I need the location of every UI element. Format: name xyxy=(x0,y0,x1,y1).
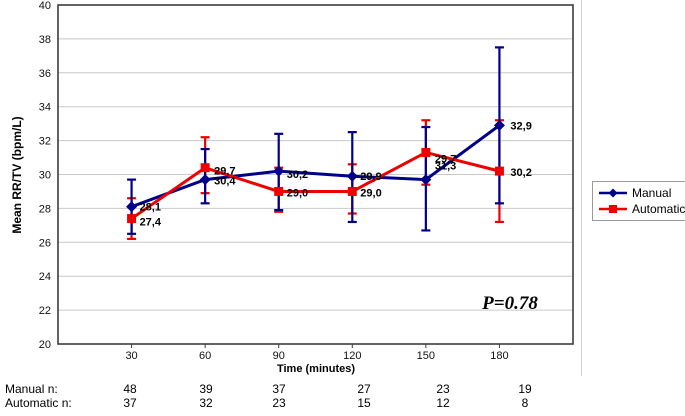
n-value: 37 xyxy=(272,382,286,396)
n-value: 12 xyxy=(436,396,450,410)
data-label: 31,3 xyxy=(435,160,456,172)
x-tick-label: 180 xyxy=(490,350,508,362)
manual-marker-diamond xyxy=(346,170,358,182)
n-value: 19 xyxy=(518,382,532,396)
x-tick-label: 30 xyxy=(125,350,137,362)
automatic-marker-square xyxy=(347,186,357,196)
manual-series-glyph-icon xyxy=(599,188,627,198)
legend-label-manual: Manual xyxy=(632,186,672,200)
automatic-n-row-label: Automatic n: xyxy=(5,396,72,410)
legend: Manual Automatic xyxy=(592,181,685,221)
manual-marker-diamond xyxy=(493,119,505,131)
data-label: 28,1 xyxy=(140,202,161,214)
legend-item-manual: Manual xyxy=(598,185,685,201)
y-tick-label: 40 xyxy=(39,0,51,12)
data-label: 29,0 xyxy=(287,187,308,199)
automatic-n-row: Automatic n: 37 32 23 15 12 8 xyxy=(0,396,685,410)
manual-series-line xyxy=(131,124,501,209)
data-label: 29,0 xyxy=(360,187,381,199)
n-value: 23 xyxy=(272,396,286,410)
n-value: 39 xyxy=(199,382,213,396)
manual-marker-diamond xyxy=(273,165,285,177)
y-tick-label: 28 xyxy=(39,203,51,215)
n-value: 32 xyxy=(199,396,213,410)
x-tick-label: 120 xyxy=(343,350,361,362)
n-value: 15 xyxy=(357,396,371,410)
legend-item-automatic: Automatic xyxy=(598,201,685,217)
x-tick-label: 150 xyxy=(417,350,435,362)
manual-marker-diamond xyxy=(126,201,138,213)
n-value: 27 xyxy=(357,382,371,396)
automatic-marker-square xyxy=(127,214,137,224)
y-tick-label: 30 xyxy=(39,170,51,182)
y-tick-label: 34 xyxy=(39,102,51,114)
chart-plot-area: 40 38 36 34 32 30 28 26 24 22 20 30 60 90 120 150 180 28,… xyxy=(39,0,574,362)
n-value: 37 xyxy=(123,396,137,410)
data-label: 29,7 xyxy=(214,166,235,178)
x-axis-title: Time (minutes) xyxy=(276,363,356,375)
automatic-marker-square xyxy=(494,166,504,176)
chart-frame-edge xyxy=(581,0,582,376)
data-label: 29,7 xyxy=(435,154,456,166)
y-tick-label: 32 xyxy=(39,136,51,148)
data-label: 30,4 xyxy=(214,176,236,188)
automatic-marker-square xyxy=(421,147,431,157)
y-tick-label: 36 xyxy=(39,68,51,80)
y-tick-label: 20 xyxy=(39,339,51,351)
manual-n-row-label: Manual n: xyxy=(5,382,58,396)
automatic-series-line xyxy=(130,150,500,220)
data-label: 32,9 xyxy=(510,120,531,132)
y-tick-label: 24 xyxy=(39,271,51,283)
x-tick-label: 90 xyxy=(273,350,285,362)
y-tick-label: 22 xyxy=(39,305,51,317)
manual-marker-diamond xyxy=(420,174,432,186)
n-value: 23 xyxy=(436,382,450,396)
automatic-marker-square xyxy=(274,186,284,196)
x-tick-label: 60 xyxy=(199,350,211,362)
y-tick-label: 26 xyxy=(39,237,51,249)
y-tick-label: 38 xyxy=(39,34,51,46)
data-label: 29,9 xyxy=(360,171,381,183)
manual-marker-diamond xyxy=(199,174,211,186)
manual-n-row: Manual n: 48 39 37 27 23 19 xyxy=(0,382,685,396)
n-value: 8 xyxy=(521,396,529,410)
y-axis-title: Mean RR/TV (bpm/L) xyxy=(10,116,24,234)
data-label: 30,2 xyxy=(510,167,531,179)
plot-border xyxy=(57,4,574,345)
p-value-annotation: P=0.78 xyxy=(482,293,538,314)
legend-label-automatic: Automatic xyxy=(632,202,685,216)
data-label: 27,4 xyxy=(140,217,162,229)
automatic-series-glyph-icon xyxy=(599,205,627,213)
data-label: 30,2 xyxy=(287,169,308,181)
n-value: 48 xyxy=(123,382,137,396)
automatic-marker-square xyxy=(200,163,210,173)
